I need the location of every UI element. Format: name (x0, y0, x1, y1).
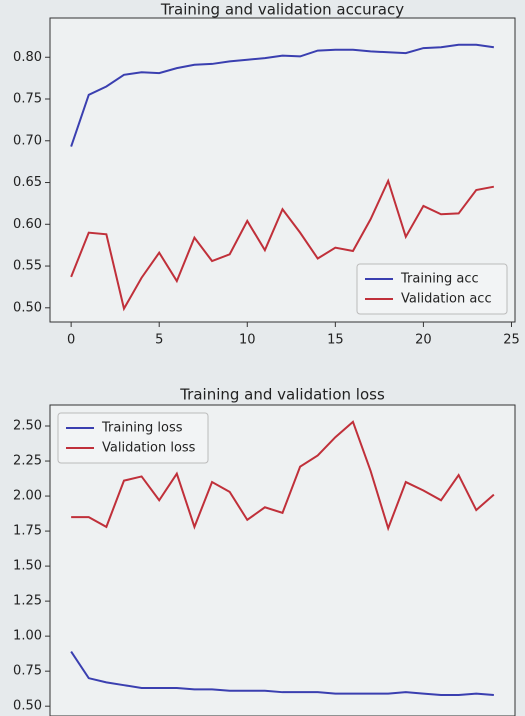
chart-title: Training and validation accuracy (160, 1, 404, 19)
y-tick-label: 0.75 (13, 664, 42, 679)
x-tick-label: 15 (327, 333, 344, 348)
y-tick-label: 1.00 (13, 629, 42, 644)
y-tick-label: 2.00 (13, 489, 42, 504)
chart-title: Training and validation loss (179, 386, 385, 404)
y-tick-label: 0.55 (13, 259, 42, 274)
legend-label: Validation acc (401, 292, 492, 307)
x-tick-label: 5 (155, 333, 163, 348)
y-tick-label: 2.25 (13, 454, 42, 469)
legend-label: Validation loss (102, 441, 196, 456)
y-tick-label: 0.70 (13, 133, 42, 148)
series-line (70, 178, 495, 312)
y-tick-label: 0.60 (13, 217, 42, 232)
legend-box (57, 412, 209, 464)
y-tick-label: 0.80 (13, 50, 42, 65)
series-line (70, 651, 494, 696)
series-line (70, 43, 495, 147)
x-tick-label: 10 (239, 333, 256, 348)
legend-label: Training loss (101, 421, 183, 436)
series-line (71, 420, 495, 532)
x-tick-label: 20 (415, 333, 432, 348)
legend-box (356, 263, 508, 315)
x-tick-label: 0 (67, 333, 75, 348)
y-tick-label: 2.50 (13, 419, 42, 434)
y-tick-label: 0.50 (13, 699, 42, 714)
y-tick-label: 0.50 (13, 300, 42, 315)
x-tick-label: 25 (503, 333, 520, 348)
legend-label: Training acc (400, 272, 479, 287)
y-tick-label: 1.75 (13, 524, 42, 539)
y-tick-label: 0.75 (13, 92, 42, 107)
y-tick-label: 1.25 (13, 594, 42, 609)
y-tick-label: 1.50 (13, 559, 42, 574)
y-tick-label: 0.65 (13, 175, 42, 190)
